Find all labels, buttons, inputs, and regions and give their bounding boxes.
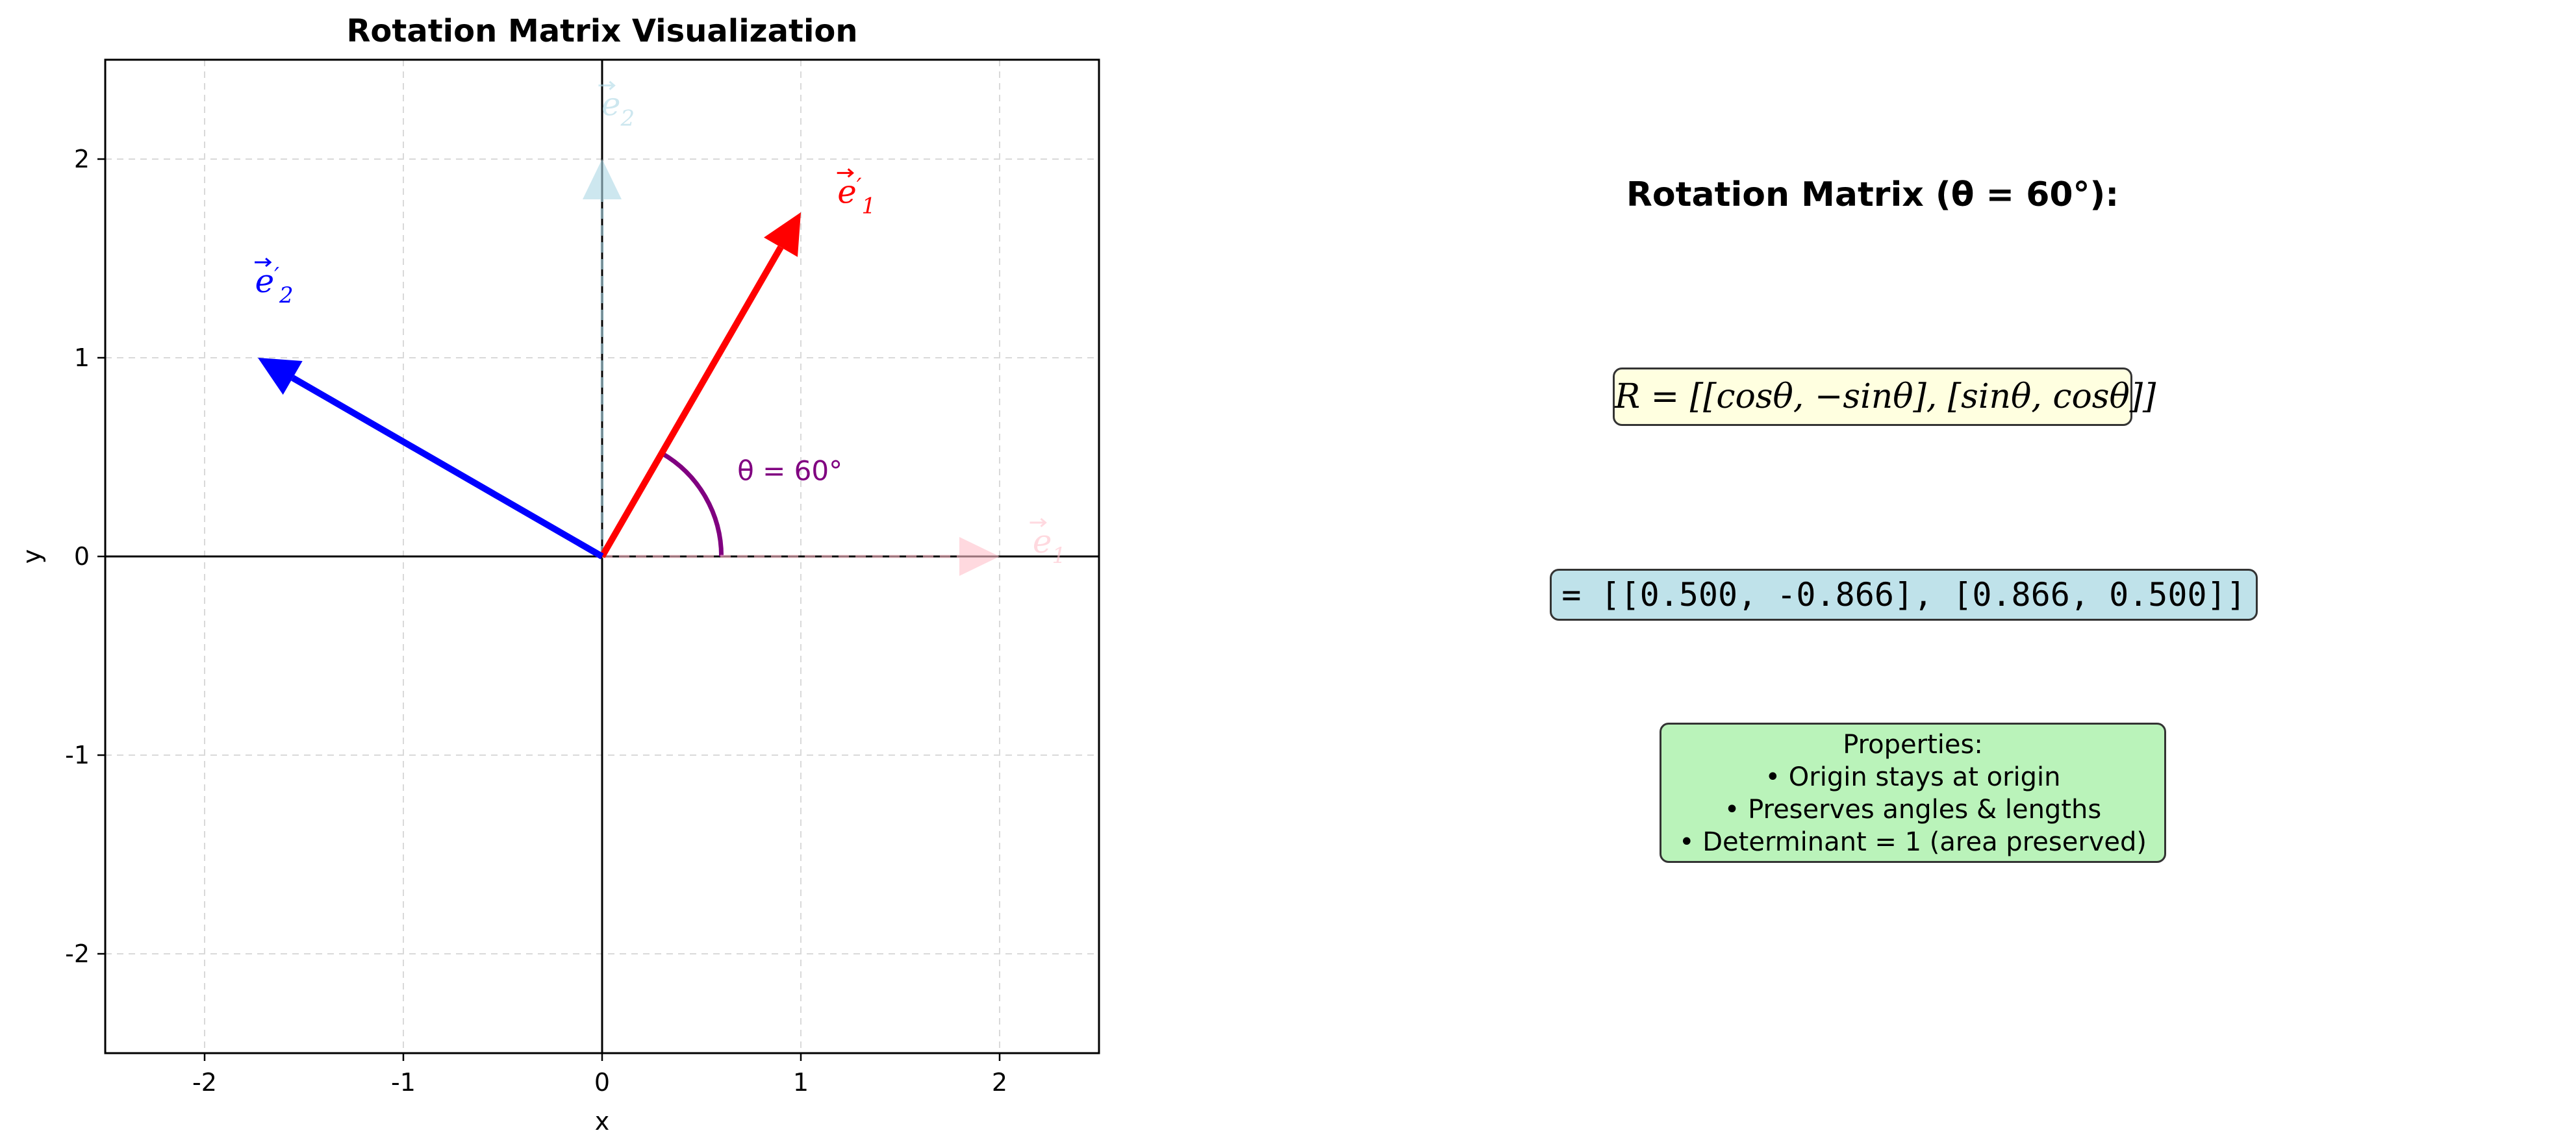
x-axis-label: x: [595, 1107, 610, 1136]
y-tick-label: 2: [74, 145, 90, 173]
angle-label: θ = 60°: [737, 455, 842, 486]
rotation-plot: Rotation Matrix Visualization -2 -1 0 1 2-2-…: [18, 13, 1100, 1136]
properties-box: Properties: • Origin stays at origin • P…: [1660, 723, 2166, 863]
vector-label-main: e: [1033, 523, 1052, 560]
x-tick-label: -2: [192, 1068, 217, 1097]
x-tick-label: 1: [793, 1068, 809, 1097]
vector-shaft: [291, 375, 604, 560]
property-item: • Preserves angles & lengths: [1724, 795, 2102, 825]
matrix-title: Rotation Matrix (θ = 60°):: [1626, 175, 2119, 214]
vector-arrowhead: [959, 537, 1000, 576]
vector-label-main: e: [601, 86, 621, 123]
x-tick-label: 0: [594, 1068, 610, 1097]
vector-arrowhead: [258, 358, 303, 395]
vector-shaft: [599, 245, 784, 558]
vector-label-prime: ′: [274, 263, 279, 289]
vectors: [258, 159, 1000, 576]
vector-label-arrow: [837, 168, 854, 178]
y-axis-label: y: [18, 549, 46, 564]
angle-arc: [661, 451, 724, 557]
vector-label-main: e: [837, 173, 857, 210]
y-tick-label: 0: [74, 542, 90, 571]
formula-box: R = [[cosθ, −sinθ], [sinθ, cosθ]]: [1613, 367, 2156, 426]
y-tick-label: -1: [65, 741, 90, 769]
vector-arrowhead: [583, 159, 622, 199]
vector-label-sub: 2: [279, 282, 294, 308]
vector-label-arrow: [1029, 517, 1047, 528]
vector-label-sub: 2: [620, 106, 635, 132]
vector-label-prime: ′: [857, 173, 862, 199]
info-panel: Rotation Matrix (θ = 60°): R = [[cosθ, −…: [1169, 0, 2576, 1146]
x-tick-label: 2: [992, 1068, 1007, 1097]
vector-label-e2_prime: e′2: [255, 262, 294, 308]
vector-label-sub: 1: [862, 193, 876, 219]
properties-heading: Properties:: [1843, 730, 1983, 760]
vector-label-e2: e2: [601, 86, 635, 132]
vector-arrowhead: [764, 212, 801, 257]
vector-label-sub: 1: [1052, 543, 1066, 569]
x-tick-label: -1: [391, 1068, 416, 1097]
vector-label-arrow: [255, 257, 272, 268]
property-item: • Origin stays at origin: [1765, 762, 2061, 792]
ticks: -2 -1 0 1 2 -2 -1 0 1 2: [65, 145, 1007, 1097]
vector-e2: [583, 159, 622, 556]
plot-frame: [104, 58, 1100, 1054]
vector-label-e1: e1: [1033, 523, 1066, 569]
vector-label-main: e: [255, 262, 275, 300]
property-item: • Determinant = 1 (area preserved): [1678, 827, 2147, 857]
matrix-values-box: = [[0.500, -0.866], [0.866, 0.500]]: [1550, 569, 2258, 621]
y-tick-label: 1: [74, 343, 90, 372]
vector-e2_prime: [258, 358, 604, 560]
chart-title: Rotation Matrix Visualization: [346, 13, 857, 49]
vector-e1: [602, 537, 1000, 576]
vector-label-arrow: [598, 81, 616, 90]
y-tick-label: -2: [65, 940, 90, 968]
vector-label-e1_prime: e′1: [837, 173, 876, 219]
vector-e1_prime: [599, 212, 801, 558]
